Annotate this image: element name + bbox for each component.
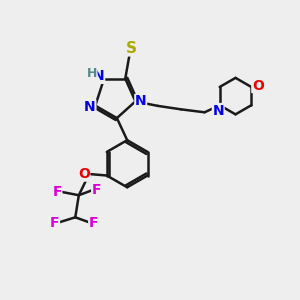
Text: O: O [78,167,90,181]
Text: F: F [52,185,62,199]
Text: F: F [50,216,59,230]
Text: S: S [126,41,137,56]
Text: F: F [92,183,101,197]
Text: N: N [93,69,105,83]
Text: H: H [86,67,97,80]
Text: O: O [252,79,264,92]
Text: N: N [84,100,96,114]
Text: F: F [89,216,98,230]
Text: N: N [135,94,146,108]
Text: N: N [212,103,224,118]
